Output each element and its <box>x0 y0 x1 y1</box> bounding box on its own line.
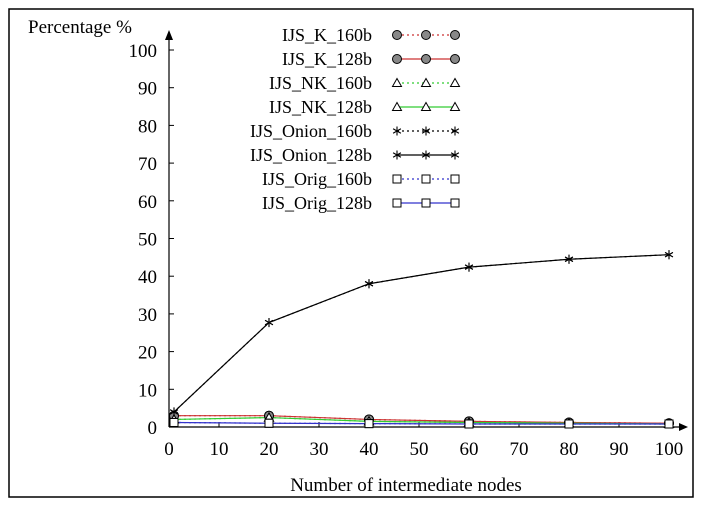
y-ticks: 0 10 20 30 40 50 60 70 80 90 100 <box>129 41 174 439</box>
legend-marker-ijs-k-128b <box>450 54 460 64</box>
x-ticks: 0 10 20 30 40 50 60 70 80 90 100 <box>164 422 683 460</box>
legend-marker-ijs-orig-160b <box>450 174 460 184</box>
star-stroke <box>169 409 179 415</box>
data-point-ijs-onion-128b <box>564 254 574 264</box>
y-tick-label: 60 <box>138 192 157 213</box>
star-stroke <box>421 152 431 158</box>
legend-marker-ijs-nk-160b <box>391 77 403 87</box>
data-point-ijs-orig-128b <box>664 419 674 429</box>
legend-marker-ijs-nk-160b <box>449 77 461 87</box>
x-axis-arrow <box>679 423 688 431</box>
data-point-ijs-orig-128b <box>564 419 574 429</box>
data-point-ijs-orig-128b <box>364 419 374 429</box>
data-point-ijs-orig-128b <box>169 417 179 427</box>
legend-label-ijs-k-128b: IJS_K_128b <box>282 49 372 69</box>
y-axis-label: Percentage % <box>28 17 132 38</box>
x-tick-label: 70 <box>510 439 529 460</box>
data-point-ijs-onion-128b <box>464 262 474 272</box>
star-stroke <box>664 251 674 258</box>
legend-label-ijs-nk-128b: IJS_NK_128b <box>269 97 372 117</box>
data-point-ijs-onion-128b <box>664 250 674 260</box>
chart-frame <box>8 8 694 498</box>
y-tick-label: 40 <box>138 267 157 288</box>
legend-marker-ijs-orig-128b <box>450 198 460 208</box>
legend-marker-ijs-k-160b <box>450 30 460 40</box>
star-stroke <box>392 152 402 158</box>
x-tick-label: 30 <box>310 439 329 460</box>
data-point-ijs-orig-128b <box>264 418 274 428</box>
star-stroke <box>364 281 374 287</box>
x-tick-label: 100 <box>655 439 684 460</box>
series-line-ijs-onion-128b <box>173 254 670 413</box>
series-markers <box>168 250 675 429</box>
x-tick-label: 80 <box>560 439 579 460</box>
axes <box>165 30 688 431</box>
y-tick-label: 50 <box>138 230 157 251</box>
y-tick-label: 0 <box>148 418 158 439</box>
legend-marker-ijs-orig-128b <box>421 198 431 208</box>
star-stroke <box>450 128 460 134</box>
legend-marker-ijs-k-128b <box>421 54 431 64</box>
x-tick-label: 50 <box>410 439 429 460</box>
legend-label-ijs-orig-128b: IJS_Orig_128b <box>262 193 372 213</box>
star-stroke <box>421 128 431 134</box>
series-line-ijs-orig-128b <box>173 421 669 425</box>
legend-marker-ijs-onion-160b <box>450 126 460 136</box>
x-tick-label: 60 <box>460 439 479 460</box>
star-stroke <box>264 319 274 326</box>
star-stroke <box>464 264 474 270</box>
y-tick-label: 90 <box>138 79 157 100</box>
x-tick-label: 40 <box>360 439 379 460</box>
legend-label-ijs-onion-160b: IJS_Onion_160b <box>250 121 372 141</box>
y-tick-label: 80 <box>138 116 157 137</box>
y-tick-label: 100 <box>129 41 158 62</box>
legend-label-ijs-orig-160b: IJS_Orig_160b <box>262 169 372 189</box>
x-tick-label: 90 <box>610 439 629 460</box>
star-stroke <box>392 128 402 134</box>
legend-marker-ijs-k-160b <box>421 30 431 40</box>
star-stroke <box>564 256 574 262</box>
y-tick-label: 70 <box>138 154 157 175</box>
legend-marker-ijs-onion-128b <box>392 150 402 160</box>
legend-marker-ijs-onion-160b <box>392 126 402 136</box>
y-tick-label: 20 <box>138 343 157 364</box>
legend-marker-ijs-orig-128b <box>392 198 402 208</box>
data-point-ijs-orig-128b <box>464 419 474 429</box>
series-line-ijs-nk-128b <box>173 416 670 425</box>
legend-label-ijs-onion-128b: IJS_Onion_128b <box>250 145 372 165</box>
data-point-ijs-onion-128b <box>169 407 179 417</box>
legend-marker-ijs-onion-160b <box>421 126 431 136</box>
data-point-ijs-onion-128b <box>264 318 274 328</box>
legend-marker-ijs-k-160b <box>392 30 402 40</box>
x-tick-label: 20 <box>260 439 279 460</box>
series-line-ijs-k-128b <box>174 415 670 424</box>
legend-label-ijs-nk-160b: IJS_NK_160b <box>269 73 372 93</box>
legend: IJS_K_160b IJS_K_128b IJS_NK_160b IJS_NK_12… <box>250 25 461 213</box>
legend-marker-ijs-onion-128b <box>421 150 431 160</box>
legend-marker-ijs-nk-160b <box>420 77 432 87</box>
y-axis-arrow <box>165 30 173 40</box>
series-lines <box>173 254 670 425</box>
legend-marker-ijs-onion-128b <box>450 150 460 160</box>
y-tick-label: 30 <box>138 305 157 326</box>
legend-marker-ijs-orig-160b <box>421 174 431 184</box>
x-tick-label: 10 <box>210 439 229 460</box>
y-tick-label: 10 <box>138 380 157 401</box>
x-axis-label: Number of intermediate nodes <box>290 475 522 496</box>
legend-marker-ijs-k-128b <box>392 54 402 64</box>
legend-label-ijs-k-160b: IJS_K_160b <box>282 25 372 45</box>
legend-marker-ijs-nk-128b <box>391 101 403 111</box>
data-point-ijs-onion-128b <box>364 279 374 289</box>
legend-marker-ijs-nk-128b <box>420 101 432 111</box>
star-stroke <box>450 152 460 158</box>
x-tick-label: 0 <box>164 439 174 460</box>
legend-marker-ijs-orig-160b <box>392 174 402 184</box>
legend-marker-ijs-nk-128b <box>449 101 461 111</box>
